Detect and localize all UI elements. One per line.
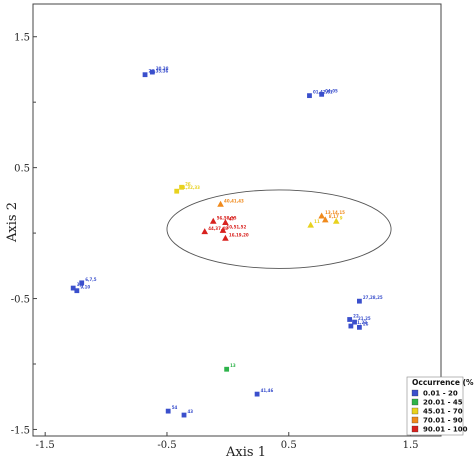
legend-swatch xyxy=(411,425,419,433)
data-point-label: 54 xyxy=(172,405,178,410)
legend-swatch xyxy=(411,407,419,415)
legend-entry-label: 0.01 - 20 xyxy=(423,390,458,398)
data-point-label: 30,38 xyxy=(156,66,169,71)
data-point-label: 26 xyxy=(185,181,191,186)
data-point-triangle xyxy=(222,219,229,226)
plot-frame xyxy=(32,3,442,437)
cluster-ellipse xyxy=(166,189,392,269)
data-point-triangle xyxy=(219,226,227,233)
data-point-triangle xyxy=(201,228,209,235)
y-tick-label: -0.5 xyxy=(11,295,30,306)
data-point-label: 9 xyxy=(340,215,343,220)
legend-title: Occurrence (%) xyxy=(412,378,474,387)
y-tick-label: -1.5 xyxy=(11,425,30,436)
data-point-triangle xyxy=(209,217,217,224)
data-point-label: 8,17 xyxy=(329,214,339,219)
data-point-triangle xyxy=(307,221,314,228)
data-point-square xyxy=(142,72,148,78)
data-point-square xyxy=(165,408,171,414)
data-point-label: 10,51,52 xyxy=(226,224,246,229)
data-point-square xyxy=(224,366,230,372)
data-point-square xyxy=(74,288,80,294)
data-points: 24,35,3630,3801,42,6104,0531,32,332640,4… xyxy=(70,66,383,418)
data-point-triangle xyxy=(321,216,329,223)
data-point-square xyxy=(357,324,362,330)
x-tick-label: 1.5 xyxy=(403,440,419,451)
data-point-label: 56,58,55 xyxy=(217,215,237,220)
legend-entry-label: 45.01 - 70 xyxy=(423,408,463,416)
data-point-label: 31,32,33 xyxy=(180,185,200,190)
data-point-triangle xyxy=(217,200,224,207)
data-point-label: 9,10 xyxy=(80,285,90,290)
data-point-square xyxy=(357,298,362,304)
x-tick-label: -0.5 xyxy=(157,440,176,451)
legend-box xyxy=(406,376,464,436)
data-point-square xyxy=(179,184,184,190)
x-axis-title: Axis 1 xyxy=(225,445,266,460)
data-point-label: 47 xyxy=(229,217,235,222)
data-point-label: 21,25 xyxy=(358,316,371,321)
data-point-triangle xyxy=(222,234,229,241)
data-point-label: 26 xyxy=(363,321,369,326)
y-tick-label: 0.5 xyxy=(14,164,30,175)
legend-entry-label: 90.01 - 100 xyxy=(423,426,468,434)
legend-swatch xyxy=(411,398,419,406)
data-point-square xyxy=(70,285,76,291)
data-point-square xyxy=(254,391,260,397)
y-tick-label: 1.5 xyxy=(14,33,30,44)
data-point-square xyxy=(347,317,353,322)
data-point-square xyxy=(181,412,187,418)
data-point-square xyxy=(307,93,312,99)
data-point-label: 6,7,5 xyxy=(85,277,97,282)
data-point-label: 21,23 xyxy=(354,320,367,325)
x-tick-label: 0.5 xyxy=(281,440,297,451)
data-point-square xyxy=(149,69,155,75)
data-point-label: 24,35,36 xyxy=(149,69,169,74)
x-tick-label: -1.5 xyxy=(36,440,55,451)
y-axis-title: Axis 2 xyxy=(5,202,20,243)
data-point-square xyxy=(348,323,354,329)
data-point-triangle xyxy=(318,212,325,219)
data-point-label: 44,37,48 xyxy=(208,226,228,231)
data-point-label: 40,41,43 xyxy=(224,198,244,203)
legend-swatch xyxy=(411,389,419,397)
data-point-label: 04,05 xyxy=(325,88,338,93)
data-point-square xyxy=(79,280,85,286)
data-point-square xyxy=(319,91,325,97)
data-point-triangle xyxy=(332,217,340,224)
data-point-label: 16,19,20 xyxy=(229,232,249,237)
data-point-label: 11 xyxy=(314,219,320,224)
data-point-label: 13 xyxy=(230,363,236,368)
data-point-label: 13,14,15 xyxy=(325,210,345,215)
axis-ticks: -1.5 -0.5 0.5 1.5 1.5 0.5 -0.5 -1.5 xyxy=(11,33,419,451)
data-point-square xyxy=(352,319,357,325)
data-point-label: 27,28,25 xyxy=(363,295,383,300)
legend-entry-label: 20.01 - 45 xyxy=(423,399,463,407)
data-point-label: 3,4 xyxy=(77,282,84,287)
data-point-label: 22 xyxy=(353,313,359,318)
data-point-label: 43 xyxy=(188,409,194,414)
legend-swatch xyxy=(411,416,419,424)
data-point-square xyxy=(174,188,180,194)
data-point-label: 41,46 xyxy=(261,388,274,393)
legend-entry-label: 70.01 - 90 xyxy=(423,417,463,425)
